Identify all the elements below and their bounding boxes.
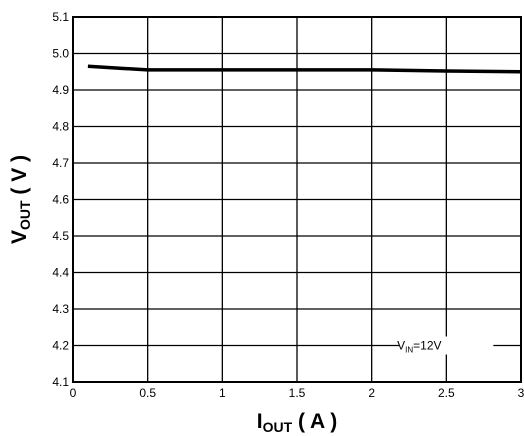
annotation-label: VIN=12V [397,339,441,355]
plot-frame [72,16,522,383]
x-tick-label: 1.5 [289,386,306,400]
y-tick-label: 4.4 [52,266,69,280]
series-line [87,64,522,74]
y-tick-label: 4.9 [52,83,69,97]
y-tick-labels: 4.1 4.2 4.3 4.4 4.5 4.6 4.7 4.8 4.9 5.0 5.1 [52,10,69,389]
y-tick-label: 4.1 [52,375,69,389]
y-tick-label: 5.1 [52,10,69,24]
annotation-rest: =12V [413,339,441,353]
y-axis-title-main: V [8,230,31,244]
y-tick-label: 4.5 [52,229,69,243]
x-tick-label: 2 [368,386,375,400]
y-tick-label: 5.0 [52,47,69,61]
x-axis-title-rest: ( A ) [292,410,337,433]
x-tick-label: 2.5 [438,386,455,400]
x-tick-label: 1 [219,386,226,400]
annotation-sub: IN [405,346,413,355]
x-tick-labels: 0 0.5 1 1.5 2 2.5 3 [70,386,524,400]
x-tick-label: 3 [518,386,524,400]
annotation-group: VIN=12V [397,336,494,355]
y-tick-label: 4.6 [52,193,69,207]
x-axis-title: IOUT ( A ) [257,410,338,435]
y-axis-title-rest: ( V ) [8,155,31,201]
annotation-background [399,336,494,355]
x-tick-label: 0 [70,386,77,400]
series-group [87,64,522,74]
x-axis-title-main: I [257,410,263,433]
y-tick-label: 4.8 [52,120,69,134]
y-tick-label: 4.7 [52,156,69,170]
y-tick-label: 4.3 [52,302,69,316]
x-axis-title-sub: OUT [263,419,293,435]
y-axis-title: VOUT ( V ) [8,155,33,244]
x-tick-label: 0.5 [139,386,156,400]
y-tick-label: 4.2 [52,339,69,353]
annotation-main: V [397,339,405,353]
y-axis-title-sub: OUT [17,200,33,230]
